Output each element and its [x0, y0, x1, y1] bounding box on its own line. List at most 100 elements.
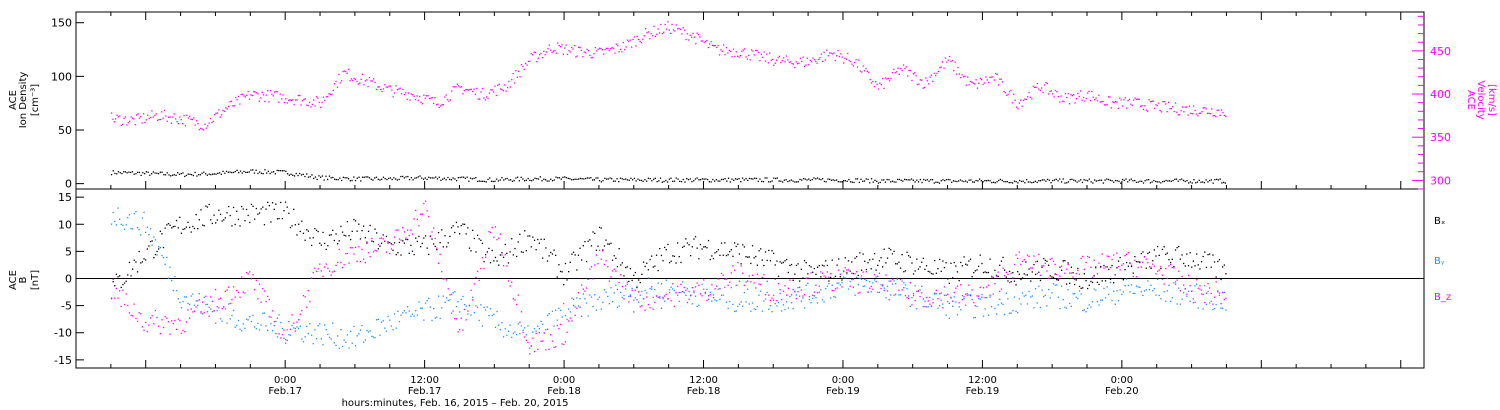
velocity-point — [830, 52, 832, 54]
by-point — [559, 309, 562, 312]
velocity-point — [667, 21, 669, 23]
bx-point — [1222, 266, 1224, 268]
bx-point — [1142, 251, 1144, 253]
velocity-point — [494, 85, 496, 87]
by-point — [1034, 288, 1037, 290]
bz-point — [231, 299, 233, 301]
density-point — [818, 178, 820, 180]
bx-point — [864, 260, 866, 262]
bz-point — [675, 292, 677, 294]
bz-point — [449, 294, 451, 296]
by-point — [127, 217, 129, 219]
bx-point — [1007, 280, 1009, 282]
velocity-point — [1068, 103, 1071, 105]
bz-point — [340, 261, 342, 264]
x-tick-date: Feb.17 — [268, 386, 302, 397]
velocity-point — [614, 52, 616, 54]
velocity-point — [755, 49, 757, 52]
bz-point — [1093, 259, 1095, 261]
bx-point — [338, 240, 340, 242]
density-point — [215, 173, 217, 175]
bz-point — [903, 287, 905, 289]
bz-point — [789, 279, 791, 281]
velocity-point — [557, 42, 559, 44]
bz-point — [418, 225, 420, 227]
by-point — [677, 294, 679, 296]
bz-point — [1095, 265, 1097, 268]
by-point — [1134, 292, 1136, 294]
by-point — [408, 310, 410, 312]
by-point — [869, 281, 871, 283]
by-point — [423, 319, 425, 321]
density-point — [1125, 178, 1127, 180]
by-point — [747, 288, 749, 290]
by-point — [963, 298, 965, 300]
bz-point — [229, 302, 231, 305]
by-point — [616, 306, 619, 308]
by-point — [668, 289, 671, 291]
velocity-point — [597, 48, 599, 50]
density-point — [1043, 179, 1045, 181]
velocity-point — [688, 39, 690, 41]
by-point — [130, 228, 132, 230]
bx-point — [872, 258, 874, 260]
velocity-point — [271, 93, 273, 95]
bx-point — [748, 256, 750, 258]
bz-point — [667, 297, 669, 300]
density-point — [855, 178, 857, 180]
velocity-point — [685, 38, 687, 41]
velocity-point — [304, 98, 306, 100]
bx-point — [459, 233, 461, 235]
bx-point — [410, 244, 412, 246]
density-point — [1121, 178, 1124, 181]
bx-point — [184, 228, 186, 230]
bx-point — [504, 243, 506, 246]
velocity-point — [191, 118, 193, 121]
density-point — [536, 178, 538, 180]
density-point — [447, 176, 449, 179]
by-point — [937, 307, 939, 309]
top-right-tick-label: 350 — [1430, 131, 1451, 144]
velocity-point — [286, 102, 288, 104]
density-point — [1162, 181, 1164, 183]
bx-point — [1218, 259, 1221, 261]
velocity-point — [883, 87, 885, 90]
bx-point — [1126, 261, 1128, 264]
density-point — [879, 181, 881, 184]
density-point — [466, 176, 468, 178]
by-point — [153, 236, 155, 238]
bx-point — [886, 257, 889, 259]
bx-point — [520, 251, 523, 253]
bx-point — [232, 206, 235, 209]
density-point — [469, 177, 472, 179]
bx-point — [400, 254, 402, 256]
by-point — [906, 288, 908, 290]
density-point — [583, 178, 585, 180]
bz-point — [533, 350, 536, 353]
density-point — [206, 174, 208, 176]
bx-point — [753, 257, 755, 259]
bx-point — [1220, 278, 1222, 281]
by-point — [1200, 293, 1203, 295]
velocity-point — [950, 60, 952, 63]
bx-point — [647, 269, 649, 271]
velocity-point — [1052, 93, 1054, 95]
velocity-point — [1102, 100, 1104, 103]
bx-point — [348, 235, 350, 237]
by-point — [286, 329, 288, 331]
by-point — [955, 301, 957, 303]
by-point — [1018, 298, 1020, 300]
by-point — [166, 256, 168, 258]
bz-point — [400, 239, 402, 241]
by-point — [680, 291, 682, 294]
by-point — [611, 301, 614, 303]
density-point — [196, 175, 198, 177]
bz-point — [966, 293, 968, 295]
bx-point — [262, 206, 264, 208]
velocity-point — [823, 51, 825, 53]
by-point — [753, 308, 755, 310]
bottom-left-tick-label: 15 — [58, 191, 72, 204]
bz-point — [893, 294, 895, 296]
velocity-point — [1165, 103, 1167, 105]
by-point — [504, 328, 506, 330]
